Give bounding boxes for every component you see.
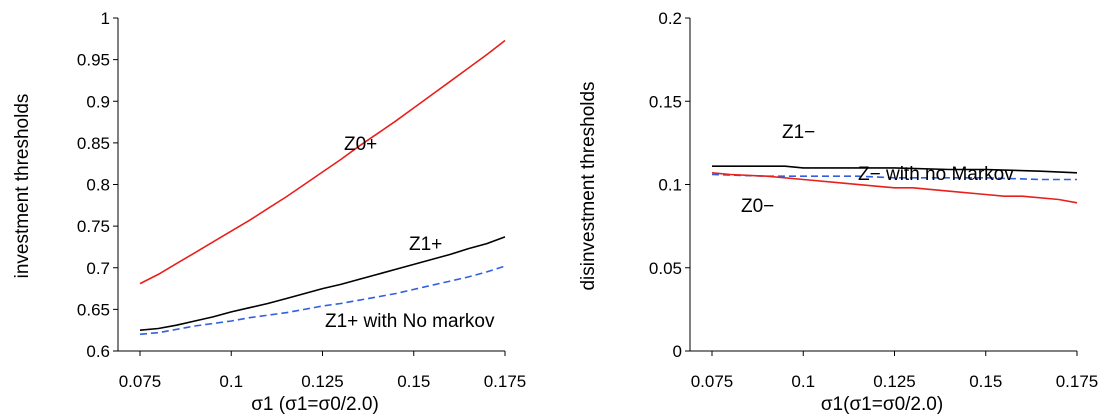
series-line-right-2 <box>711 172 1078 204</box>
y-tick-label: 0.6 <box>86 342 110 361</box>
annotation-z0-plus: Z0+ <box>344 134 377 155</box>
y-tick-label: 0.95 <box>77 51 110 70</box>
y-tick-label: 1 <box>101 9 110 28</box>
y-tick-label: 0.2 <box>658 9 682 28</box>
series-line-right-1 <box>711 173 1077 181</box>
investment-thresholds-plot: 0.6 0.65 0.7 0.75 0.8 0.85 0.9 0.95 1 0.075 0.1 0.… <box>12 9 526 415</box>
x-tick-label: 0.075 <box>691 372 734 391</box>
x-tick-label: 0.175 <box>484 372 527 391</box>
annotation-z1-plus-no-markov: Z1+ with No markov <box>325 311 495 332</box>
y-tick-label: 0.65 <box>77 300 110 319</box>
y-tick-label: 0 <box>673 342 682 361</box>
series-line-left-1 <box>139 236 506 331</box>
y-tick-label: 0.85 <box>77 134 110 153</box>
y-tick-label: 0.1 <box>658 176 682 195</box>
disinvestment-thresholds-plot: 0 0.05 0.1 0.15 0.2 0.075 0.1 0.125 0.15 0.175 d… <box>578 9 1098 415</box>
annotation-z0-minus: Z0− <box>741 196 774 217</box>
x-tick-label: 0.175 <box>1056 372 1099 391</box>
x-tick-label: 0.15 <box>969 372 1002 391</box>
x-tick-label: 0.15 <box>397 372 430 391</box>
series-line-left-2 <box>139 265 506 336</box>
y-axis-label-right: disinvestment thresholds <box>578 81 599 290</box>
x-tick-label: 0.1 <box>219 372 243 391</box>
y-tick-label: 0.15 <box>649 92 682 111</box>
y-tick-label: 0.05 <box>649 259 682 278</box>
y-tick-label: 0.9 <box>86 92 110 111</box>
x-axis-label-left: σ1 (σ1=σ0/2.0) <box>251 394 379 415</box>
x-axis-label-right: σ1(σ1=σ0/2.0) <box>821 394 943 415</box>
annotation-z1-plus: Z1+ <box>409 234 442 255</box>
series-line-left-0 <box>139 39 506 285</box>
x-tick-label: 0.125 <box>301 372 344 391</box>
x-tick-label: 0.1 <box>791 372 815 391</box>
y-tick-label: 0.7 <box>86 259 110 278</box>
series-line-right-0 <box>712 165 1078 174</box>
annotation-z-minus-no-markov: Z− with no Markov <box>858 164 1014 185</box>
y-tick-label: 0.8 <box>86 176 110 195</box>
x-tick-label: 0.075 <box>119 372 162 391</box>
y-tick-label: 0.75 <box>77 217 110 236</box>
x-tick-label: 0.125 <box>873 372 916 391</box>
annotation-z1-minus: Z1− <box>782 122 815 143</box>
y-axis-label-left: investment thresholds <box>12 94 33 279</box>
